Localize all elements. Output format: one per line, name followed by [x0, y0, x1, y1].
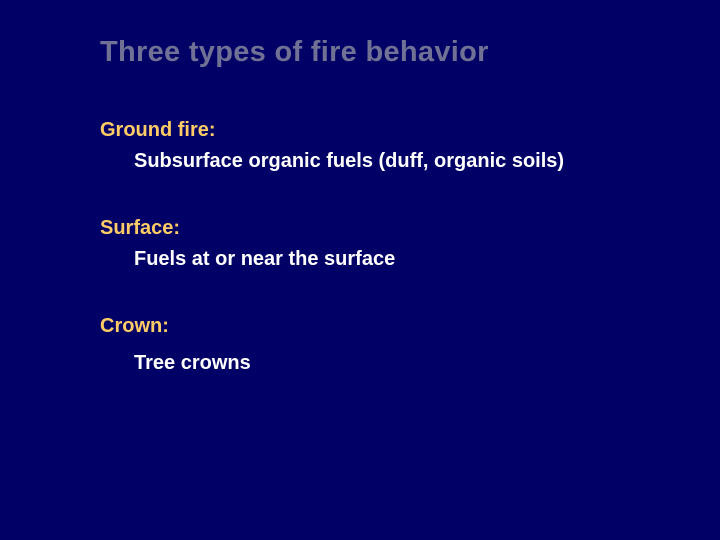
section-body: Fuels at or near the surface [100, 248, 620, 271]
section-header: Crown: [100, 315, 620, 338]
section-body: Subsurface organic fuels (duff, organic … [100, 150, 620, 173]
slide-title: Three types of fire behavior [100, 36, 620, 69]
section-body: Tree crowns [100, 352, 620, 375]
section-header: Surface: [100, 217, 620, 240]
section-header: Ground fire: [100, 119, 620, 142]
slide-container: Three types of fire behavior Ground fire… [0, 0, 720, 540]
section-crown: Crown: Tree crowns [100, 315, 620, 375]
section-ground-fire: Ground fire: Subsurface organic fuels (d… [100, 119, 620, 173]
section-surface: Surface: Fuels at or near the surface [100, 217, 620, 271]
